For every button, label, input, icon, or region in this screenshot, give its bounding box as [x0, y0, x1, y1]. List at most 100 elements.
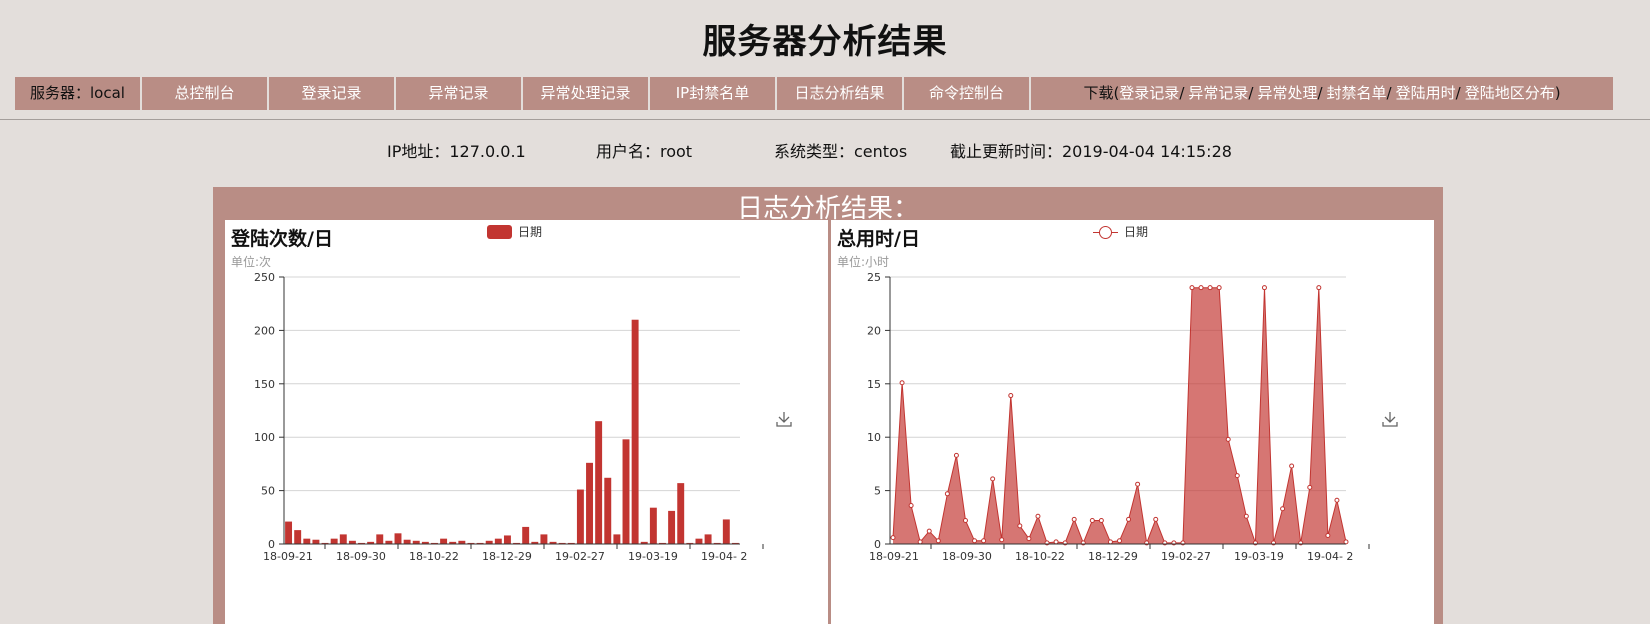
- bar: [321, 542, 329, 544]
- legend-bar-swatch: [487, 224, 512, 239]
- separator: /: [1179, 84, 1185, 102]
- separator: /: [1317, 84, 1323, 102]
- x-tick-label: 18-09-21: [869, 550, 919, 563]
- data-point: [1107, 539, 1113, 545]
- bar: [649, 507, 657, 544]
- x-tick-label: 18-10-22: [409, 550, 459, 563]
- total-time-chart: 0 5 10 15 20 25 18-09-21 18-09-30 18-10-22 18-12-…: [831, 220, 1434, 624]
- bar: [540, 534, 548, 544]
- username: 用户名：root: [596, 142, 693, 161]
- data-point: [1035, 513, 1041, 519]
- download-link[interactable]: 封禁名单: [1326, 84, 1387, 102]
- bar: [431, 542, 438, 544]
- update-time: 截止更新时间：2019-04-04 14:15:28: [950, 142, 1232, 161]
- page-title: 服务器分析结果: [702, 22, 948, 62]
- bar: [385, 540, 393, 544]
- chart-title: 总用时/日: [837, 228, 920, 250]
- data-point: [1316, 285, 1322, 291]
- data-point: [1098, 518, 1104, 524]
- system-type: 系统类型：centos: [774, 142, 908, 161]
- bar: [367, 541, 375, 544]
- data-point: [1261, 285, 1267, 291]
- y-tick-label: 5: [874, 485, 881, 498]
- bar: [348, 540, 356, 544]
- y-tick-label: 0: [874, 538, 881, 551]
- bar: [467, 542, 475, 544]
- analysis-panel: 日志分析结果： 0 50 100 150 200 250 18-09-21 18-09-30 1…: [213, 187, 1443, 624]
- bar: [358, 542, 365, 544]
- download-link[interactable]: 登陆用时: [1395, 84, 1456, 102]
- nav-item[interactable]: 异常记录: [396, 77, 523, 110]
- bar: [513, 542, 521, 544]
- nav-item[interactable]: 总控制台: [142, 77, 269, 110]
- chart-legend[interactable]: 日期: [1093, 223, 1148, 240]
- x-tick-label: 18-10-22: [1015, 550, 1065, 563]
- download-label: 下载(: [1083, 84, 1120, 102]
- bar: [440, 538, 448, 544]
- nav-item[interactable]: 日志分析结果: [777, 77, 904, 110]
- chart-unit: 单位:次: [231, 255, 272, 269]
- data-point: [1307, 484, 1313, 490]
- bar: [403, 539, 411, 544]
- bar: [285, 521, 293, 544]
- chart-title: 登陆次数/日: [231, 228, 333, 250]
- bar: [458, 540, 466, 544]
- download-link[interactable]: 登陆地区分布: [1464, 84, 1555, 102]
- data-point: [1017, 523, 1023, 529]
- data-point: [1325, 532, 1331, 538]
- download-link[interactable]: 登录记录: [1119, 84, 1180, 102]
- bar: [494, 538, 502, 544]
- legend-label: 日期: [1124, 225, 1149, 239]
- bar: [686, 542, 694, 544]
- data-point: [926, 528, 932, 534]
- data-point: [944, 491, 950, 497]
- data-point: [908, 503, 914, 509]
- y-tick-label: 20: [867, 324, 881, 337]
- data-point: [1343, 539, 1349, 545]
- bar: [312, 539, 320, 544]
- download-icon[interactable]: [775, 410, 793, 428]
- chart-legend[interactable]: 日期: [487, 223, 542, 240]
- data-point: [1153, 516, 1159, 522]
- nav-item[interactable]: 命令控制台: [904, 77, 1031, 110]
- y-tick-label: 100: [254, 431, 275, 444]
- separator: /: [1386, 84, 1392, 102]
- data-point: [1207, 285, 1213, 291]
- total-time-plot: 0 5 10 15 20 25 18-09-21 18-09-30 18-10-22 18-12-…: [867, 271, 1370, 563]
- nav-item[interactable]: 登录记录: [269, 77, 396, 110]
- bar: [531, 541, 539, 544]
- bar: [604, 477, 612, 544]
- download-link[interactable]: 异常处理: [1257, 84, 1318, 102]
- data-point: [1126, 516, 1132, 522]
- data-point: [1071, 516, 1077, 522]
- y-tick-label: 150: [254, 378, 275, 391]
- nav-item[interactable]: 异常处理记录: [523, 77, 650, 110]
- y-tick-label: 50: [261, 485, 275, 498]
- bar: [412, 540, 420, 544]
- download-icon[interactable]: [1381, 410, 1399, 428]
- data-point: [1334, 497, 1340, 503]
- download-link[interactable]: 异常记录: [1188, 84, 1249, 102]
- x-tick-label: 19-04- 2: [701, 550, 747, 563]
- data-point: [1234, 473, 1240, 479]
- divider: [0, 119, 1650, 120]
- data-point: [1135, 481, 1141, 487]
- y-tick-label: 15: [867, 378, 881, 391]
- data-point: [1280, 506, 1286, 512]
- separator: /: [1248, 84, 1254, 102]
- data-point: [1216, 285, 1222, 291]
- data-point: [1026, 536, 1032, 542]
- legend-label: 日期: [518, 225, 543, 239]
- data-point: [917, 539, 923, 545]
- bar: [576, 489, 584, 544]
- x-tick-label: 19-04- 2: [1307, 550, 1353, 563]
- y-tick-label: 25: [867, 271, 881, 284]
- data-point: [1117, 538, 1122, 544]
- nav-item[interactable]: IP封禁名单: [650, 77, 777, 110]
- bar: [622, 439, 630, 544]
- server-select[interactable]: 服务器：local: [15, 77, 142, 110]
- login-count-chart: 0 50 100 150 200 250 18-09-21 18-09-30 18-10-22 1…: [225, 220, 828, 624]
- bar: [631, 319, 639, 544]
- data-point: [962, 518, 968, 524]
- bar: [330, 538, 338, 544]
